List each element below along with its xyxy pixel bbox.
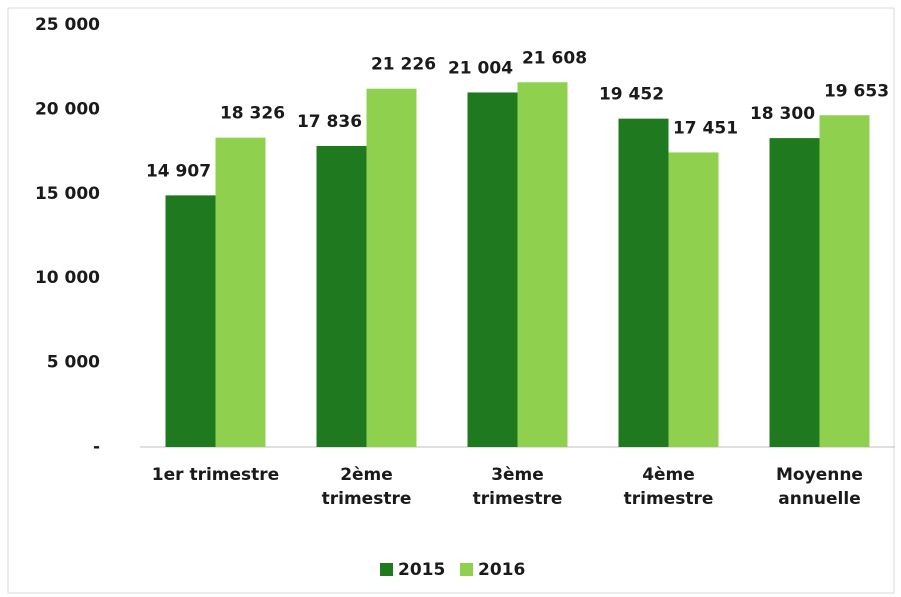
chart-border [7,7,895,594]
bar [215,137,266,448]
legend-label: 2016 [478,560,525,580]
bar [366,88,417,448]
data-label: 14 907 [146,161,211,181]
bar [819,115,870,448]
x-tick-label: 3ème trimestre [472,465,563,509]
x-tick-label: 4ème trimestre [623,465,714,509]
data-label: 21 004 [448,58,513,78]
y-tick-label: 10 000 [35,268,100,288]
data-label: 19 452 [599,85,664,105]
data-label: 17 836 [297,112,362,132]
y-tick-label: - [93,437,100,457]
bar [165,195,216,447]
bar [618,118,669,447]
bar [316,145,367,447]
x-tick-label: 2ème trimestre [321,465,412,509]
legend-label: 2015 [398,560,445,580]
data-label: 21 608 [522,48,587,68]
y-tick-label: 20 000 [35,99,100,119]
y-tick-label: 15 000 [35,184,100,204]
x-tick-label: 1er trimestre [151,465,280,485]
bar [769,138,820,447]
data-label: 17 451 [673,118,738,138]
bar [517,82,568,447]
data-label: 19 653 [824,81,889,101]
bar [668,152,719,447]
data-label: 18 300 [750,104,815,124]
y-tick-label: 5 000 [47,353,100,373]
x-tick-label: Moyenne annuelle [776,465,863,509]
data-label: 18 326 [220,104,285,124]
legend-swatch [460,563,473,576]
bar [467,92,518,447]
y-tick-label: 25 000 [35,15,100,35]
legend-swatch [380,563,393,576]
data-label: 21 226 [371,55,436,75]
